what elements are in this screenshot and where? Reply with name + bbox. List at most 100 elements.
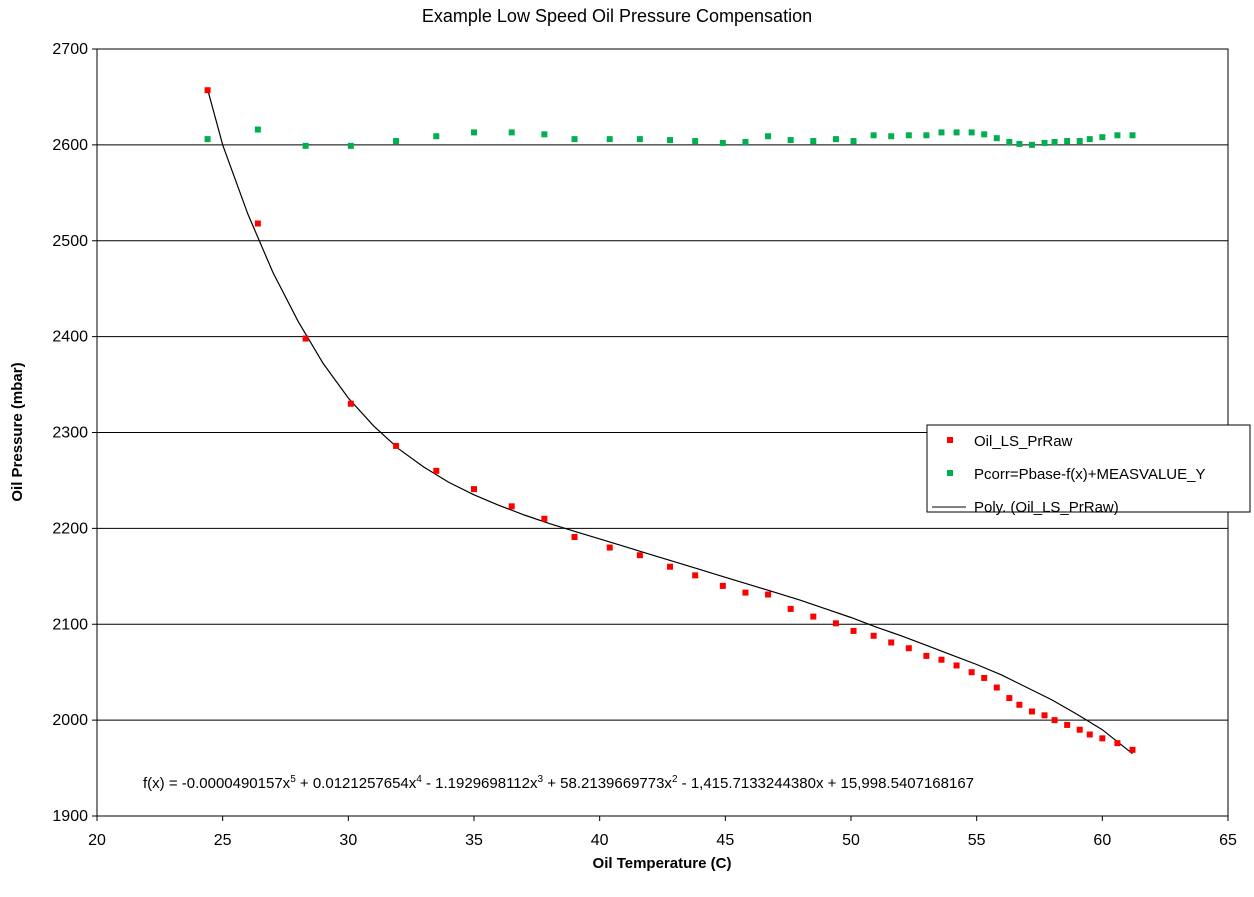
pcorr-point-18 [810,138,817,145]
series-oil-ls-prraw [204,87,1136,753]
equation-part-1: + 0.0121257654x [296,775,417,792]
oil-ls-prraw-point-17 [787,605,794,612]
oil-ls-prraw-point-15 [742,589,749,596]
x-tick-label-35: 35 [465,832,483,849]
pcorr-point-36 [1076,138,1083,145]
oil-ls-prraw-point-38 [1099,735,1106,742]
equation-exp-3: 3 [538,774,544,785]
pcorr-point-10 [606,136,613,143]
oil-ls-prraw-point-35 [1064,721,1071,728]
x-tick-label-55: 55 [968,832,986,849]
pcorr-point-37 [1086,136,1093,143]
oil-ls-prraw-point-37 [1086,731,1093,738]
oil-ls-prraw-point-29 [993,684,1000,691]
oil-ls-prraw-point-13 [692,572,699,579]
legend-marker-red [947,437,953,443]
y-tick-label-2400: 2400 [52,329,88,346]
pcorr-point-1 [254,126,261,133]
pcorr-point-35 [1064,138,1071,145]
equation-part-3: + 58.2139669773x [543,775,672,792]
y-tick-label-2500: 2500 [52,233,88,250]
y-tick-label-2300: 2300 [52,425,88,442]
legend-box [926,424,1251,513]
oil-ls-prraw-point-18 [810,613,817,620]
equation-part-0: f(x) = -0.0000490157x [143,775,291,792]
x-axis-label: Oil Temperature (C) [593,855,732,872]
oil-ls-prraw-point-31 [1016,701,1023,708]
oil-ls-prraw-point-9 [571,534,578,541]
pcorr-point-11 [636,136,643,143]
pcorr-point-39 [1114,132,1121,139]
x-tick-label-45: 45 [716,832,734,849]
pcorr-point-16 [765,133,772,140]
y-tick-label-2100: 2100 [52,616,88,633]
pcorr-point-5 [433,133,440,140]
poly-trendline [207,89,1133,755]
oil-ls-prraw-point-40 [1129,746,1136,753]
pcorr-point-26 [953,129,960,136]
oil-ls-prraw-point-6 [471,486,477,493]
pcorr-point-30 [1006,138,1013,145]
pcorr-point-14 [719,139,726,146]
oil-ls-prraw-point-23 [905,645,912,652]
pcorr-point-2 [302,142,309,149]
oil-ls-prraw-point-36 [1076,726,1083,733]
chart-title: Example Low Speed Oil Pressure Compensat… [422,6,812,26]
pcorr-point-4 [393,138,400,145]
pcorr-point-33 [1041,139,1048,146]
oil-ls-prraw-point-27 [968,669,975,676]
oil-ls-prraw-point-5 [433,467,440,474]
pcorr-point-7 [508,129,515,136]
pcorr-point-23 [905,132,912,139]
series-poly-trendline [207,89,1133,755]
y-tick-label-2200: 2200 [52,520,88,537]
oil-ls-prraw-point-19 [832,620,839,627]
x-tick-label-50: 50 [842,832,860,849]
equation-exp-5: 5 [290,774,296,785]
oil-ls-prraw-point-25 [938,656,945,663]
pcorr-point-13 [692,138,699,145]
series-pcorr [204,126,1136,149]
oil-ls-prraw-point-10 [606,544,613,551]
oil-ls-prraw-point-28 [981,674,988,681]
y-tick-label-1900: 1900 [52,808,88,825]
oil-ls-prraw-point-30 [1006,695,1013,702]
x-tick-label-30: 30 [339,832,357,849]
oil-ls-prraw-point-20 [850,627,857,634]
legend-marker-green [947,470,953,476]
oil-ls-prraw-point-26 [953,662,960,669]
oil-ls-prraw-point-22 [888,639,895,646]
equation-exp-4: 4 [416,774,422,785]
oil-ls-prraw-point-39 [1114,740,1121,747]
equation-part-4: - 1,415.7133244380x + 15,998.5407168167 [678,775,975,792]
pcorr-point-21 [870,132,877,139]
y-tick-label-2700: 2700 [52,41,88,58]
oil-ls-prraw-point-24 [923,652,930,659]
oil-ls-prraw-point-7 [508,503,515,510]
pcorr-point-25 [938,129,945,136]
x-axis-ticks: 20 25 30 35 40 45 50 55 60 65 [88,816,1237,849]
x-tick-label-60: 60 [1093,832,1111,849]
oil-ls-prraw-point-1 [254,220,261,227]
y-axis-label: Oil Pressure (mbar) [9,362,26,501]
pcorr-point-22 [888,133,895,140]
pcorr-point-34 [1051,138,1058,145]
oil-ls-prraw-point-11 [636,552,643,559]
pcorr-point-29 [993,135,1000,142]
oil-ls-prraw-point-8 [541,515,548,522]
pcorr-point-3 [347,142,354,149]
pcorr-point-0 [204,136,211,143]
pcorr-point-24 [923,132,930,139]
oil-ls-prraw-point-2 [302,335,309,342]
oil-ls-prraw-point-33 [1041,712,1048,719]
pcorr-point-8 [541,131,548,138]
legend-label-oil-ls-prraw: Oil_LS_PrRaw [974,433,1073,450]
pcorr-point-6 [471,129,477,136]
x-tick-label-25: 25 [214,832,232,849]
y-axis-ticks: 1900 2000 2100 2200 2300 2400 2500 2600 2700 [52,41,97,825]
pcorr-point-40 [1129,132,1136,139]
equation-part-2: - 1.1929698112x [422,775,538,792]
pcorr-point-15 [742,138,749,145]
pcorr-point-19 [832,136,839,143]
y-tick-label-2600: 2600 [52,137,88,154]
